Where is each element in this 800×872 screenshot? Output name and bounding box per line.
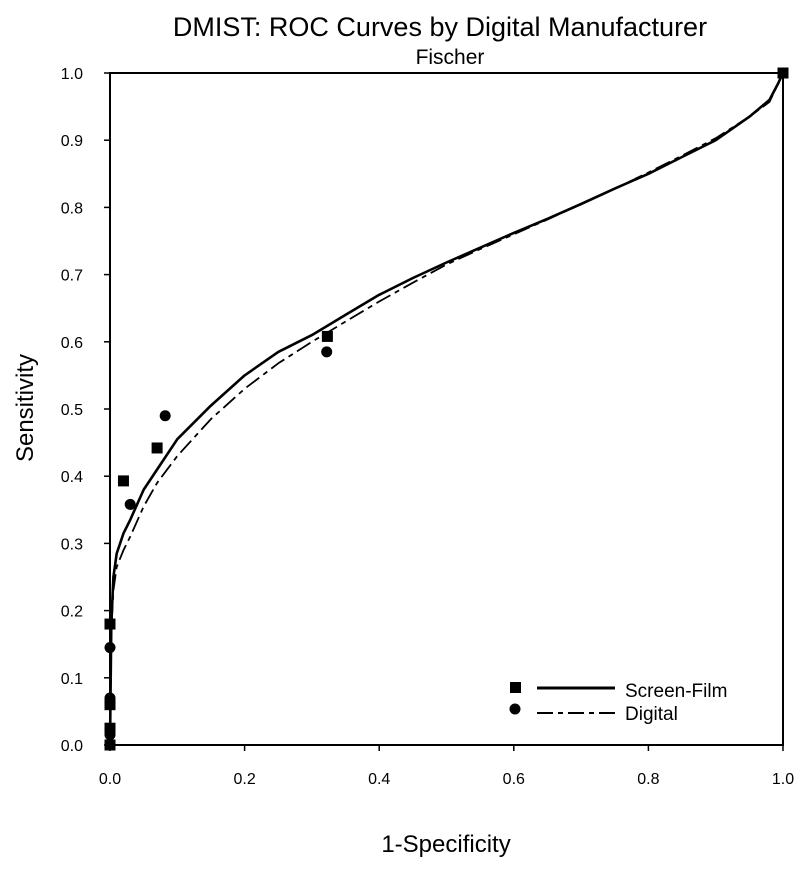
point-screen-film [104, 722, 116, 734]
y-tick-label: 0.8 [61, 200, 83, 217]
y-tick-label: 0.4 [61, 469, 83, 486]
x-axis-label: 1-Specificity [381, 831, 510, 858]
point-screen-film [104, 699, 116, 711]
legend-marker-digital [509, 703, 521, 715]
y-axis-label: Sensitivity [12, 354, 39, 462]
legend: Screen-Film Digital [509, 681, 727, 725]
point-digital [104, 642, 116, 654]
y-tick-label: 0.2 [61, 604, 83, 621]
x-tick-label: 0.8 [637, 771, 659, 788]
x-tick-label: 0.4 [368, 771, 390, 788]
x-tick-label: 0.2 [233, 771, 255, 788]
point-screen-film [104, 618, 116, 630]
point-screen-film [151, 442, 163, 454]
y-tick-label: 0.1 [61, 671, 83, 688]
curve-digital [109, 72, 784, 746]
chart-subtitle: Fischer [416, 46, 485, 69]
legend-label-screen-film: Screen-Film [625, 681, 727, 702]
legend-label-digital: Digital [625, 704, 678, 725]
x-tick-label: 0.6 [503, 771, 525, 788]
y-tick-label: 0.0 [61, 738, 83, 755]
y-tick-label: 0.5 [61, 402, 83, 419]
point-digital [104, 739, 116, 751]
x-tick-label: 1.0 [772, 771, 794, 788]
point-digital [104, 692, 116, 704]
point-digital [321, 346, 333, 358]
point-digital [777, 67, 789, 79]
x-axis-ticks: 0.0 0.2 0.4 0.6 0.8 1.0 [99, 745, 794, 788]
point-digital [159, 410, 171, 422]
chart-title: DMIST: ROC Curves by Digital Manufacture… [173, 12, 707, 42]
y-tick-label: 1.0 [61, 66, 83, 83]
plot-frame [109, 72, 784, 746]
curve-screen-film [108, 72, 785, 746]
point-digital [124, 498, 136, 510]
point-digital [104, 729, 116, 741]
operating-points [104, 67, 789, 751]
y-tick-label: 0.3 [61, 536, 83, 553]
x-tick-label: 0.0 [99, 771, 121, 788]
y-tick-label: 0.7 [61, 268, 83, 285]
point-screen-film [117, 475, 129, 487]
legend-marker-screen-film [510, 682, 521, 693]
y-axis-ticks: 0.0 0.1 0.2 0.3 0.4 0.5 0.6 0.7 0.8 0.9 1.0 [61, 66, 110, 755]
point-screen-film [321, 330, 333, 342]
roc-curves [108, 72, 785, 746]
y-tick-label: 0.6 [61, 335, 83, 352]
y-tick-label: 0.9 [61, 133, 83, 150]
